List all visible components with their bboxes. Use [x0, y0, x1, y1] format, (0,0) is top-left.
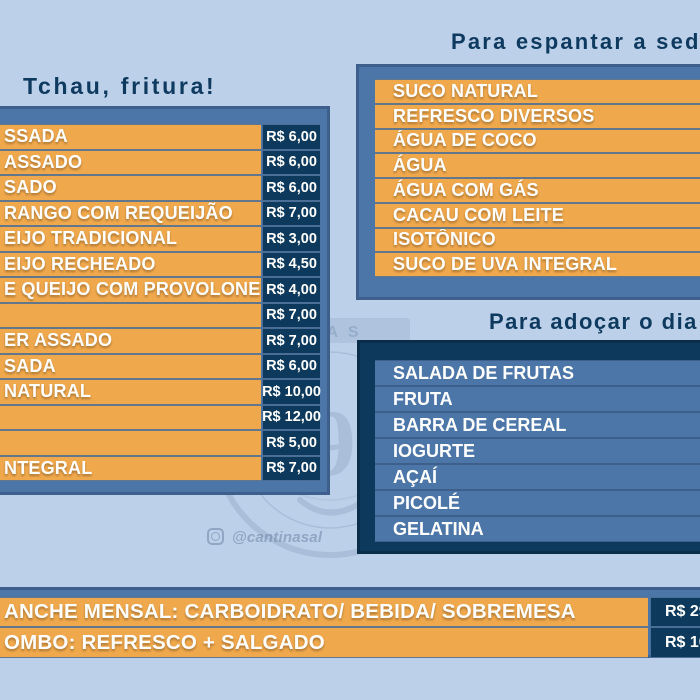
- svg-text:A S: A S: [326, 324, 361, 341]
